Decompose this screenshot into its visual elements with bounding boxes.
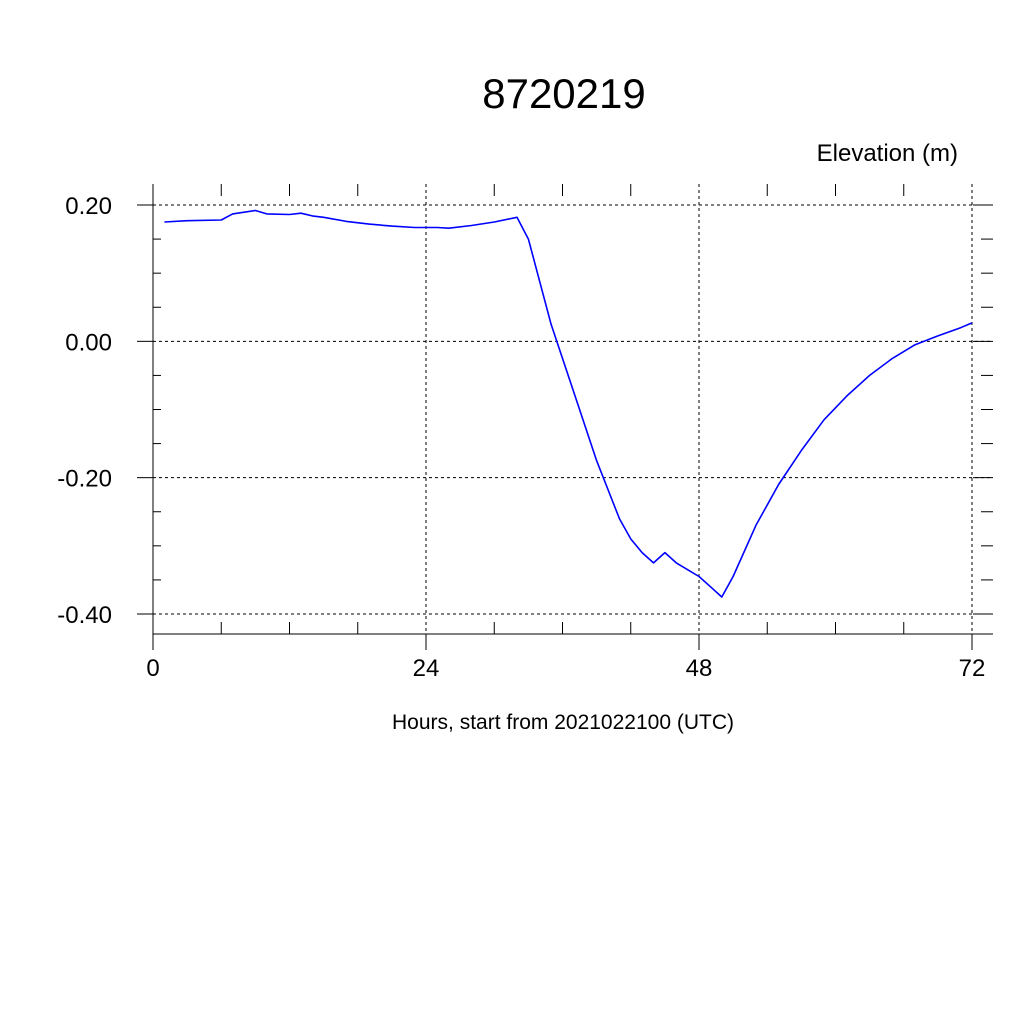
plot-area: -0.40 -0.20 0.00 0.20 0 24 48 72 — [57, 184, 993, 682]
series-line-0 — [164, 209, 973, 598]
y-axis-label: Elevation (m) — [817, 140, 958, 167]
y-tick-label-3: 0.20 — [65, 193, 112, 220]
x-axis-label: Hours, start from 2021022100 (UTC) — [392, 711, 734, 734]
y-tick-label-0: -0.40 — [57, 602, 112, 629]
y-tick-label-2: 0.00 — [65, 329, 112, 356]
chart-title: 8720219 — [482, 70, 646, 117]
y-tick-label-1: -0.20 — [57, 466, 112, 493]
x-tick-label-0: 0 — [146, 655, 159, 682]
x-tick-label-1: 24 — [413, 655, 440, 682]
x-tick-label-2: 48 — [686, 655, 713, 682]
x-tick-label-3: 72 — [959, 655, 986, 682]
